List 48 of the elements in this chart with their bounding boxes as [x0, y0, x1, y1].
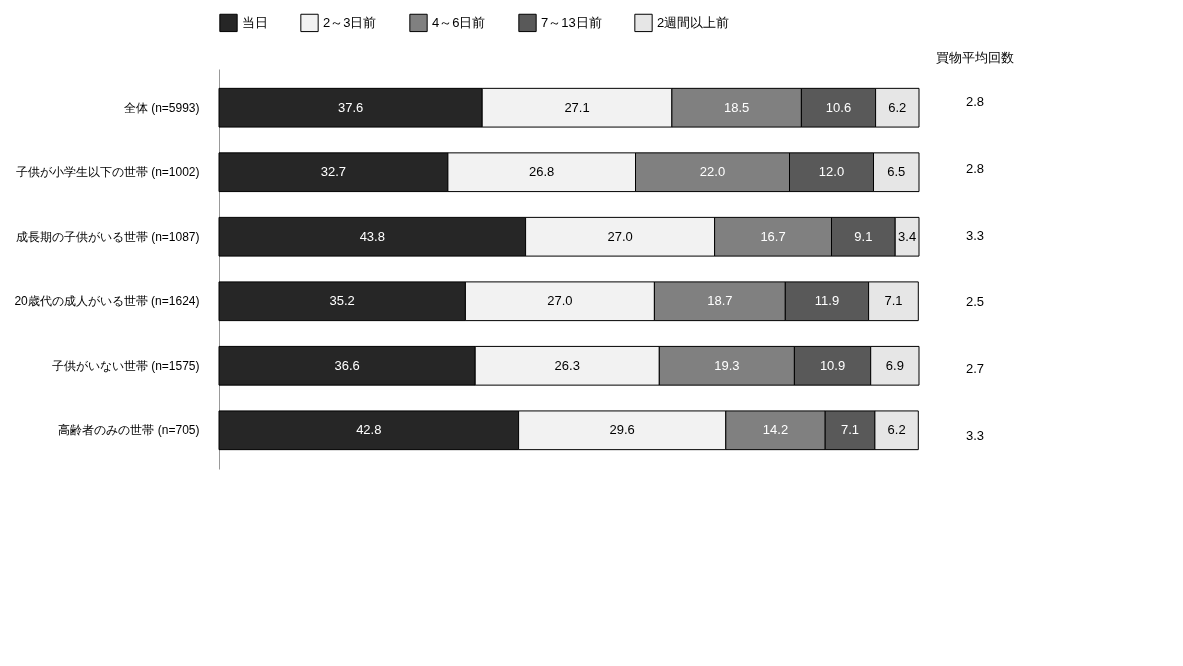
data-label: 42.8 [356, 422, 382, 438]
data-label: 27.1 [564, 99, 590, 115]
data-label: 11.9 [814, 293, 840, 309]
data-label: 19.3 [714, 357, 740, 373]
data-label: 32.7 [320, 164, 347, 180]
text: 2.8 [965, 161, 985, 176]
data-label: 43.8 [359, 228, 385, 244]
text: 2.7 [965, 361, 985, 376]
data-label: 6.2 [888, 99, 907, 115]
text: 買物平均回数 [936, 50, 1014, 65]
data-label: 6.2 [887, 422, 906, 438]
text: 2.5 [965, 294, 985, 310]
y-tick-label: 子供が小学生以下の世帯 (n=1002) [15, 165, 200, 180]
data-label: 35.2 [329, 293, 355, 309]
data-label: 29.6 [609, 422, 635, 438]
legend-label: 7～13日前 [541, 14, 602, 30]
text: 2.8 [965, 94, 985, 110]
data-label: 9.1 [854, 228, 873, 244]
data-label: 16.7 [760, 228, 786, 244]
y-tick-label: 子供がいない世帯 (n=1575) [51, 358, 200, 373]
legend-label: 2～3日前 [323, 14, 377, 30]
data-label: 26.8 [529, 164, 555, 180]
y-tick-label: 高齢者のみの世帯 (n=705) [58, 423, 200, 438]
data-label: 7.1 [841, 422, 860, 438]
y-tick-label: 成長期の子供がいる世帯 (n=1087) [15, 229, 200, 244]
y-tick-label: 20歳代の成人がいる世帯 (n=1624) [14, 294, 200, 309]
data-label: 7.1 [884, 293, 903, 309]
y-tick-label: 全体 (n=5993) [123, 100, 200, 115]
data-label: 18.5 [723, 99, 750, 115]
legend-label: 4～6日前 [432, 14, 486, 30]
data-label: 26.3 [554, 357, 580, 373]
data-label: 36.6 [334, 357, 360, 373]
data-label: 27.0 [607, 228, 633, 244]
text: 3.3 [965, 227, 985, 243]
legend-label: 2週間以上前 [657, 14, 730, 30]
data-label: 6.9 [885, 357, 904, 373]
legend-label: 当日 [242, 14, 268, 30]
data-label: 10.9 [819, 357, 846, 373]
data-label: 18.7 [707, 293, 733, 309]
data-label: 27.0 [547, 293, 573, 309]
text: 3.3 [965, 427, 985, 443]
data-label: 12.0 [818, 164, 845, 180]
data-label: 37.6 [337, 99, 364, 115]
data-label: 3.4 [898, 228, 917, 244]
data-label: 14.2 [762, 422, 789, 438]
data-label: 6.5 [887, 164, 906, 180]
data-label: 22.0 [699, 164, 726, 180]
data-label: 10.6 [825, 99, 852, 115]
